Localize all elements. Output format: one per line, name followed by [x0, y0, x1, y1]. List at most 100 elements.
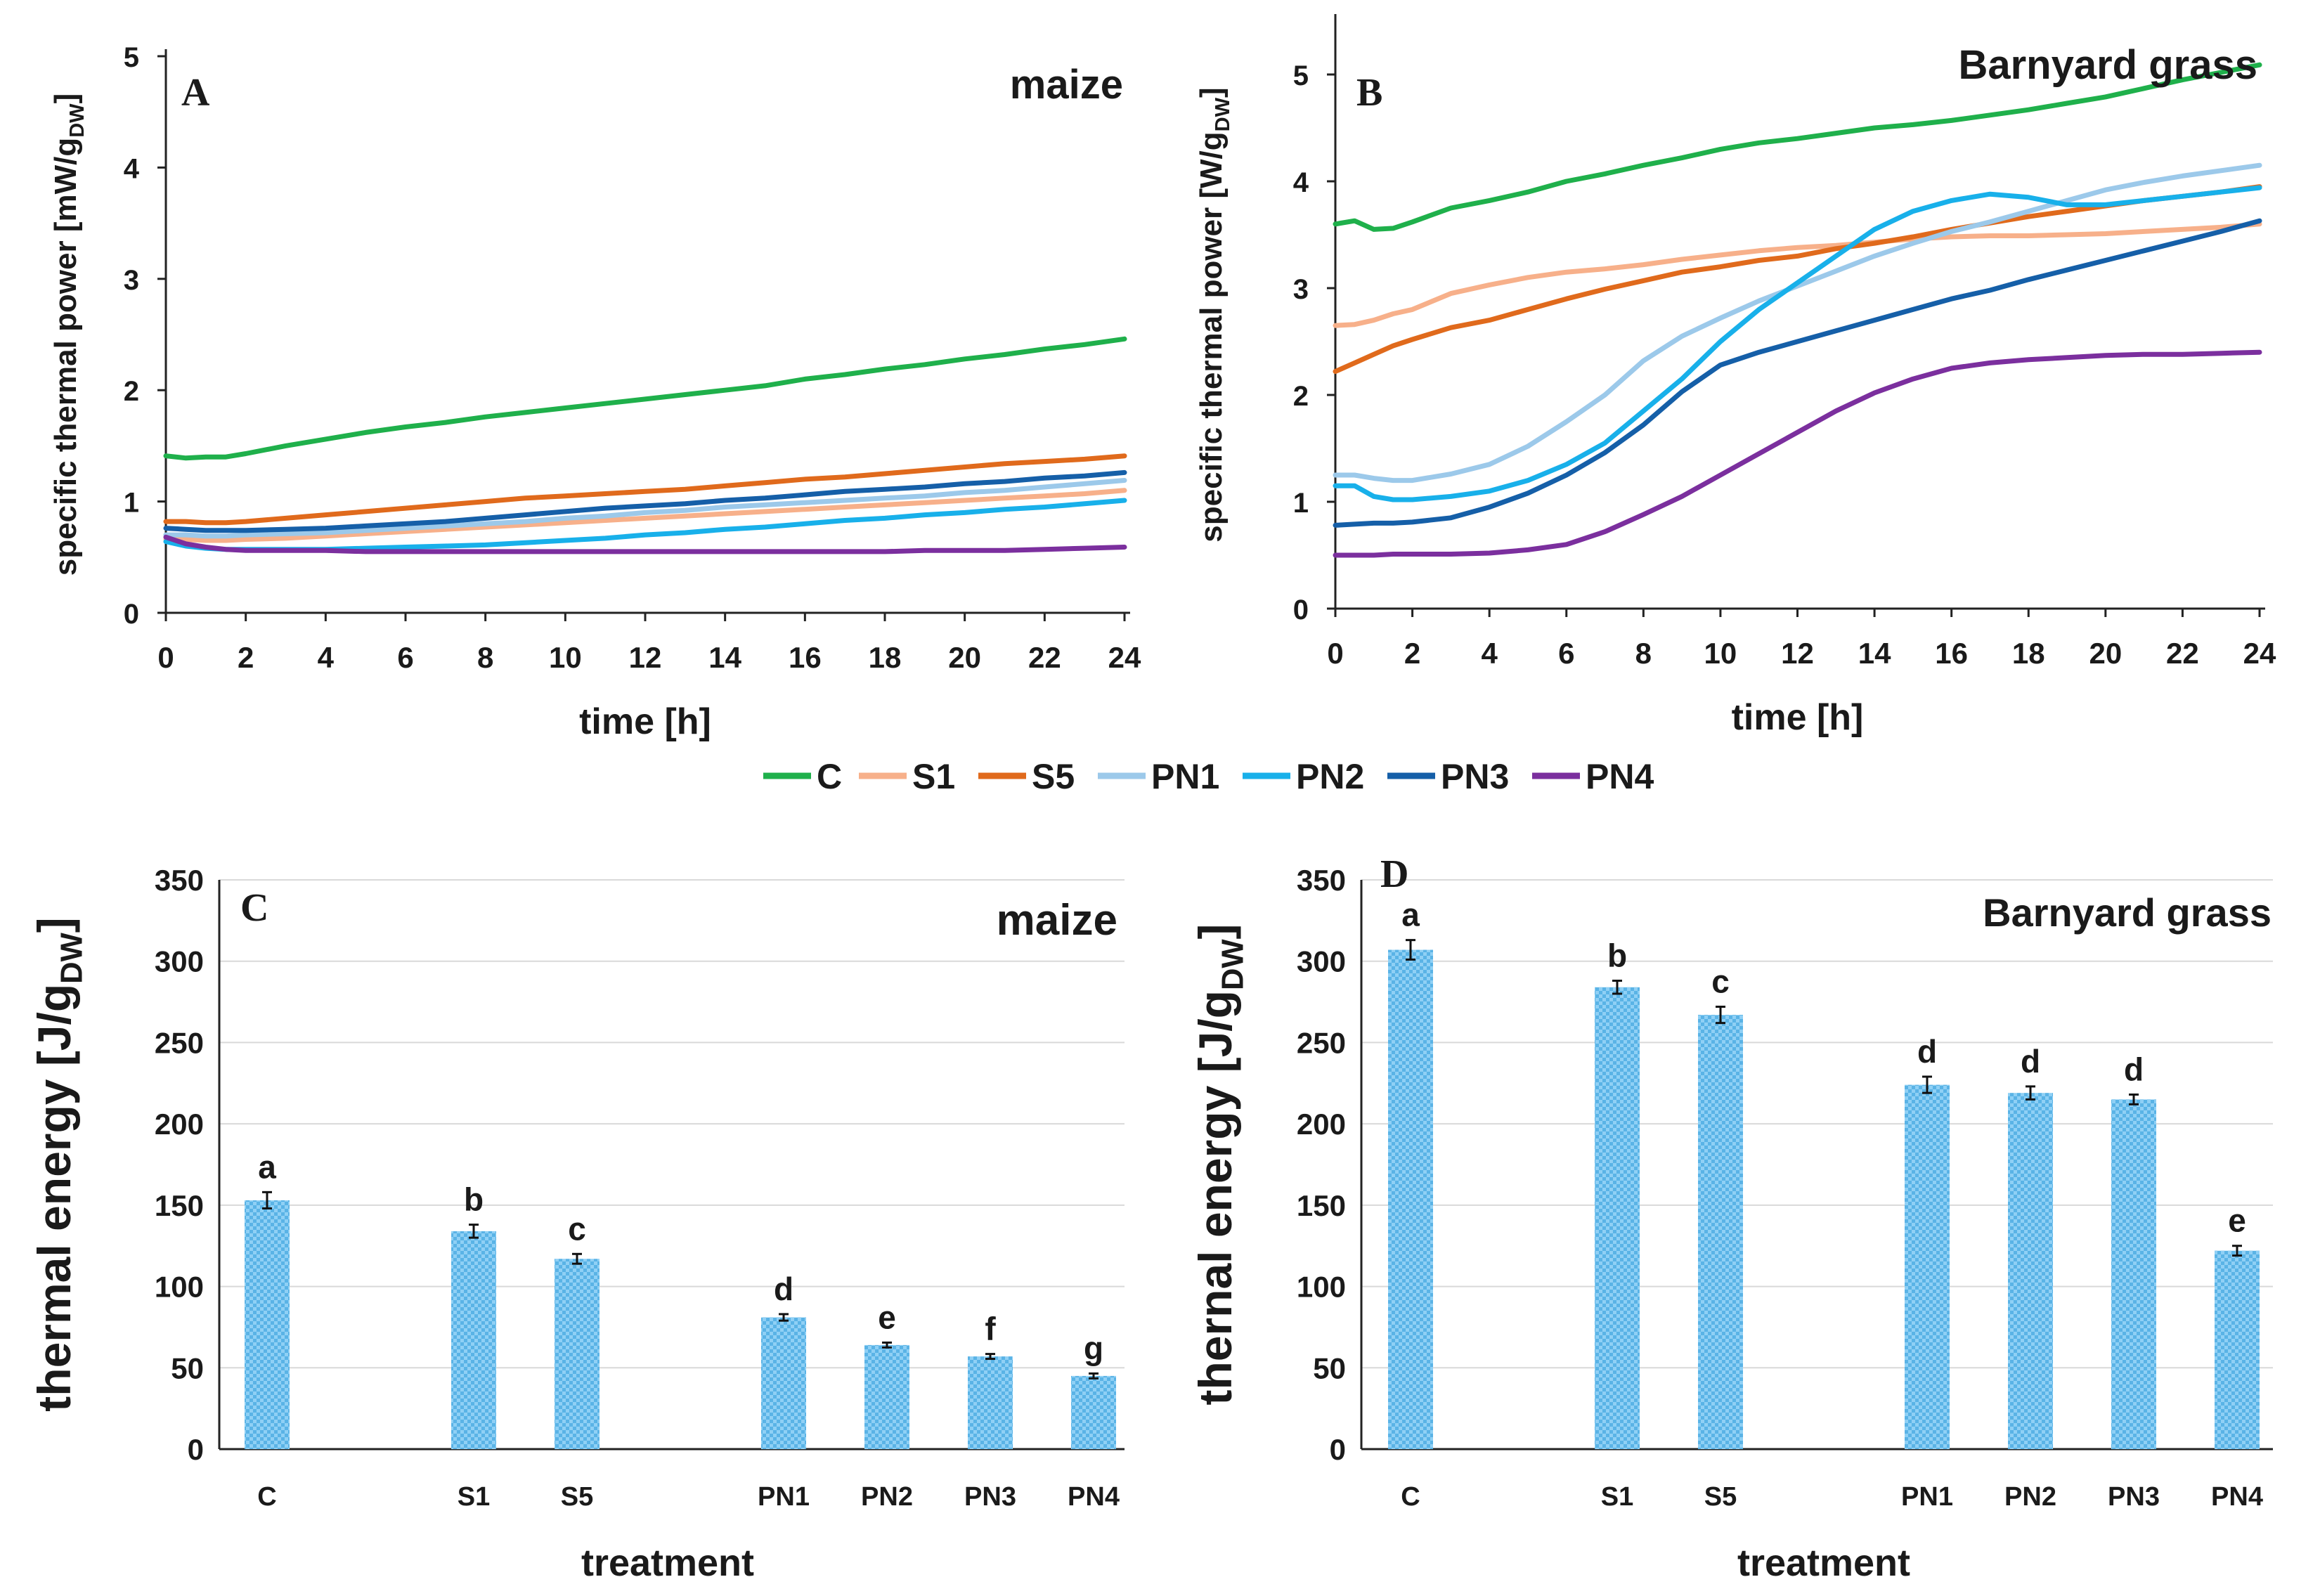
y-tick-label: 150 [155, 1189, 204, 1222]
x-tick-label: 4 [1481, 637, 1498, 670]
x-tick-label: 4 [318, 641, 335, 674]
x-tick-label: 24 [2243, 637, 2276, 670]
y-axis-title-main: specific thermal power [W/g [1194, 131, 1229, 542]
y-axis-title-end: ] [48, 93, 83, 104]
bar-pn3 [2111, 1099, 2156, 1449]
y-axis-title-end: ] [1194, 87, 1229, 98]
category-label-pn4: PN4 [1068, 1482, 1120, 1512]
y-axis-title-main: thermal energy [J/g [28, 984, 80, 1412]
legend-label-c: C [817, 757, 842, 796]
bar-s5 [555, 1259, 600, 1449]
y-axis-title-subscript: DW [1212, 97, 1234, 131]
series-line-c [1333, 62, 2262, 232]
legend-label-s1: S1 [912, 757, 955, 796]
series-line-s1 [163, 488, 1127, 543]
category-label-s5: S5 [1704, 1482, 1737, 1512]
y-axis-title-subscript: DW [66, 103, 89, 138]
bar-pn2 [864, 1344, 909, 1449]
legend: C S1 S5 PN1 PN2 PN3 PN4 [763, 757, 1654, 796]
plant-title: maize [997, 896, 1117, 945]
category-label-pn2: PN2 [861, 1482, 913, 1512]
y-tick-label: 1 [1293, 488, 1309, 519]
significance-letter-c: a [258, 1148, 276, 1185]
significance-letter-s1: b [1607, 937, 1627, 973]
plant-title: Barnyard grass [1983, 890, 2272, 935]
y-axis-title: specific thermal power [mW/gDW] [48, 93, 89, 576]
x-tick-label: 20 [948, 641, 981, 674]
significance-letter-pn2: d [2021, 1043, 2040, 1079]
y-tick-label: 300 [155, 945, 204, 978]
series-line-c [163, 336, 1127, 461]
y-tick-label: 300 [1297, 945, 1346, 978]
significance-letter-s1: b [464, 1181, 484, 1218]
series-line-pn3 [1333, 218, 2262, 528]
x-tick-label: 6 [397, 641, 413, 674]
bar-pn1 [761, 1317, 806, 1449]
y-axis-title: thernal energy [J/gDW] [1189, 923, 1250, 1405]
category-label-pn2: PN2 [2004, 1482, 2056, 1512]
significance-letter-s5: c [1711, 964, 1730, 1000]
series-line-pn2 [1333, 185, 2262, 502]
legend-label-pn1: PN1 [1151, 757, 1219, 796]
y-axis-title: specific thermal power [W/gDW] [1194, 87, 1234, 542]
y-tick-label: 3 [1293, 274, 1309, 305]
y-tick-label: 0 [1330, 1433, 1346, 1466]
y-tick-label: 200 [1297, 1108, 1346, 1141]
y-tick-label: 2 [1293, 381, 1309, 412]
x-axis-title: treatment [1737, 1542, 1910, 1584]
x-tick-label: 0 [157, 641, 174, 674]
panel-d-barnyard-thermal-energy: 0 50 100 150 200 250 300 350 a Cb S1 c S5 d PN1 d PN2 d PN… [1189, 852, 2273, 1584]
significance-letter-s5: c [568, 1210, 586, 1247]
x-tick-label: 22 [2166, 637, 2199, 670]
y-tick-label: 50 [1313, 1351, 1346, 1384]
y-tick-label: 3 [124, 265, 139, 296]
y-tick-label: 250 [1297, 1026, 1346, 1059]
panel-letter: A [181, 71, 210, 115]
legend-label-pn2: PN2 [1296, 757, 1364, 796]
y-tick-label: 0 [124, 599, 139, 630]
y-tick-label: 1 [124, 488, 139, 519]
y-tick-label: 150 [1297, 1189, 1346, 1222]
y-tick-label: 4 [124, 153, 140, 184]
bar-pn4 [2215, 1250, 2260, 1449]
category-label-pn3: PN3 [964, 1482, 1016, 1512]
bar-s5 [1698, 1015, 1743, 1449]
y-tick-label: 100 [1297, 1271, 1346, 1304]
bar-c [1388, 949, 1433, 1449]
x-tick-label: 16 [789, 641, 822, 674]
category-label-s1: S1 [458, 1482, 490, 1512]
bar-pn3 [968, 1356, 1013, 1449]
y-tick-label: 250 [155, 1026, 204, 1059]
y-axis-title-end: ] [28, 917, 80, 933]
category-label-pn1: PN1 [758, 1482, 810, 1512]
y-tick-label: 0 [1293, 595, 1309, 625]
panel-letter: C [240, 886, 268, 930]
category-label-pn4: PN4 [2211, 1482, 2263, 1512]
x-tick-label: 2 [238, 641, 254, 674]
y-tick-label: 100 [155, 1271, 204, 1304]
plant-title: Barnyard grass [1958, 42, 2257, 88]
y-tick-label: 350 [155, 864, 204, 897]
category-label-pn3: PN3 [2108, 1482, 2160, 1512]
y-tick-label: 5 [124, 42, 139, 73]
y-tick-label: 50 [171, 1351, 204, 1384]
x-tick-label: 2 [1404, 637, 1420, 670]
x-tick-label: 16 [1935, 637, 1968, 670]
significance-letter-c: a [1401, 897, 1420, 933]
y-axis-title-end: ] [1189, 923, 1241, 939]
x-tick-label: 22 [1028, 641, 1061, 674]
x-tick-label: 14 [708, 641, 741, 674]
x-tick-label: 10 [549, 641, 582, 674]
y-tick-label: 5 [1293, 60, 1309, 91]
series-line-pn4 [163, 534, 1127, 554]
bar-s1 [451, 1231, 496, 1449]
y-axis-title-main: thernal energy [J/g [1189, 990, 1241, 1406]
x-tick-label: 6 [1558, 637, 1574, 670]
legend-label-pn3: PN3 [1441, 757, 1509, 796]
series-line-pn1 [1333, 162, 2262, 484]
significance-letter-pn1: d [1917, 1033, 1937, 1070]
series-line-s5 [1333, 184, 2262, 375]
